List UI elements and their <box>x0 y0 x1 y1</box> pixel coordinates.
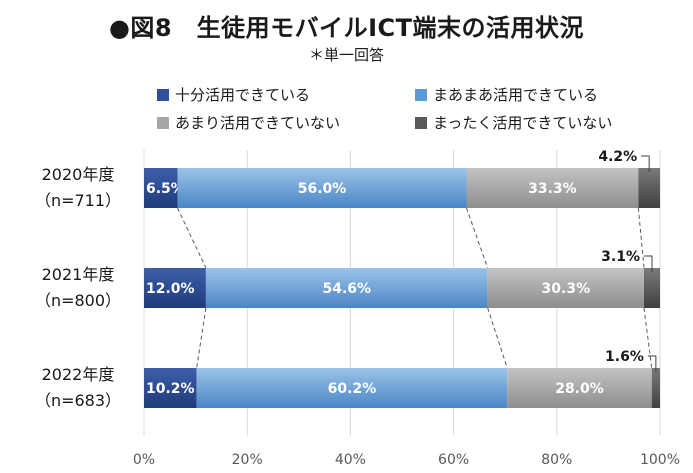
bar-segment <box>487 268 645 308</box>
data-label: 6.5% <box>146 181 185 197</box>
data-label: 30.3% <box>542 281 591 297</box>
legend-swatch <box>157 116 169 129</box>
bar-segment <box>196 368 508 408</box>
chart-subtitle: ＊単一回答 <box>308 46 384 64</box>
data-label: 12.0% <box>146 281 195 297</box>
data-label: 54.6% <box>322 281 371 297</box>
legend-label: 十分活用できている <box>175 86 311 104</box>
x-tick-label: 60% <box>438 452 469 468</box>
x-tick-label: 0% <box>133 452 155 468</box>
category-n-label: （n=800） <box>35 291 121 310</box>
x-tick-label: 80% <box>541 452 572 468</box>
category-year-label: 2021年度 <box>42 265 115 284</box>
bar-segment <box>144 168 178 208</box>
legend-label: まあまあ活用できている <box>433 86 599 104</box>
data-label: 56.0% <box>298 181 347 197</box>
callout-label: 1.6% <box>605 349 644 365</box>
callout-label: 3.1% <box>601 249 640 265</box>
connector-line <box>196 307 207 369</box>
legend-item-full: 十分活用できている <box>157 84 310 105</box>
connector-line <box>487 307 508 369</box>
callout-line <box>647 355 657 372</box>
x-tick-label: 100% <box>640 452 680 468</box>
category-year-label: 2020年度 <box>42 165 115 184</box>
connector-line <box>643 307 653 369</box>
legend-label: あまり活用できていない <box>175 114 341 132</box>
category-n-label: （n=683） <box>35 391 121 410</box>
callout-line <box>641 155 650 172</box>
legend-item-little: あまり活用できていない <box>157 112 340 133</box>
connector-line <box>466 207 489 269</box>
legend-label: まったく活用できていない <box>433 114 613 132</box>
bar-segment <box>177 168 467 208</box>
bar-segment <box>507 368 652 408</box>
x-tick-label: 20% <box>232 452 263 468</box>
callout-line <box>644 255 653 272</box>
bar-segment <box>144 368 197 408</box>
legend-item-none: まったく活用できていない <box>415 112 612 133</box>
legend-swatch <box>157 88 169 101</box>
bar-segment <box>144 268 206 308</box>
callout-label: 4.2% <box>598 149 637 165</box>
legend-item-fair: まあまあ活用できている <box>415 84 598 105</box>
legend-swatch <box>415 88 427 101</box>
category-year-label: 2022年度 <box>42 365 115 384</box>
bar-segment <box>651 368 660 408</box>
chart-title: ●図8 生徒用モバイルICT端末の活用状況 <box>108 14 585 42</box>
category-n-label: （n=711） <box>35 191 121 210</box>
bar-segment <box>644 268 660 308</box>
bar-segment <box>638 168 660 208</box>
bar-segment <box>205 268 488 308</box>
legend-swatch <box>415 116 427 129</box>
x-tick-label: 40% <box>335 452 366 468</box>
bar-segment <box>466 168 639 208</box>
connector-line <box>637 207 645 269</box>
connector-line <box>177 207 207 269</box>
data-label: 33.3% <box>528 181 577 197</box>
data-label: 60.2% <box>328 381 377 397</box>
data-label: 28.0% <box>555 381 604 397</box>
data-label: 10.2% <box>146 381 195 397</box>
